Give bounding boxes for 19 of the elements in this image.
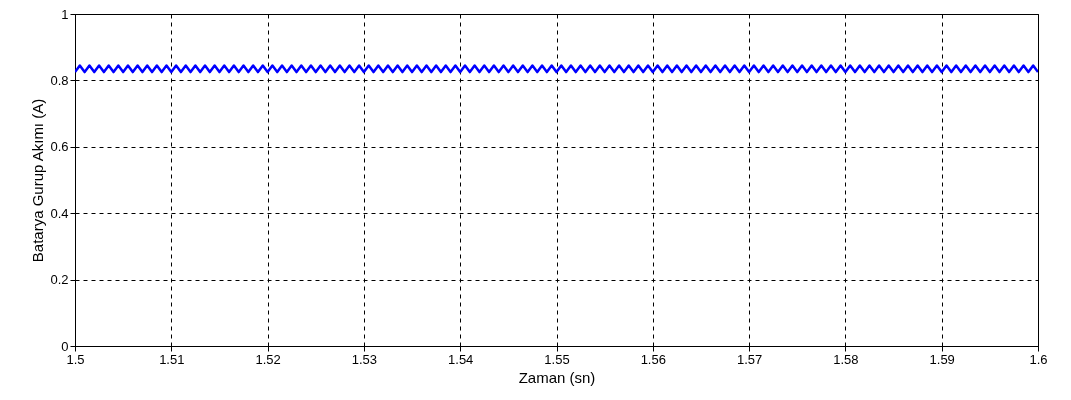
x-axis-title: Zaman (sn) — [518, 368, 596, 386]
y-tick-label: 0 — [61, 338, 69, 354]
x-tick-label: 1.5 — [66, 351, 85, 367]
x-tick-label: 1.56 — [640, 351, 666, 367]
x-tick-label: 1.58 — [833, 351, 859, 367]
x-tick-label: 1.54 — [448, 351, 474, 367]
y-tick-label: 0.8 — [50, 72, 69, 88]
x-tick-label: 1.51 — [159, 351, 185, 367]
y-tick-label: 0.4 — [50, 205, 69, 221]
x-tick-label: 1.6 — [1029, 351, 1048, 367]
x-tick-label: 1.53 — [351, 351, 378, 367]
x-tick-label: 1.57 — [736, 351, 763, 367]
y-tick-label: 0.2 — [50, 272, 69, 288]
y-axis-title: Batarya Gurup Akımı (A) — [29, 98, 47, 263]
x-tick-label: 1.52 — [255, 351, 281, 367]
y-tick-label: 0.6 — [50, 139, 69, 155]
x-tick-label: 1.55 — [544, 351, 570, 367]
y-tick-label: 1 — [61, 6, 69, 22]
x-tick-label: 1.59 — [929, 351, 955, 367]
